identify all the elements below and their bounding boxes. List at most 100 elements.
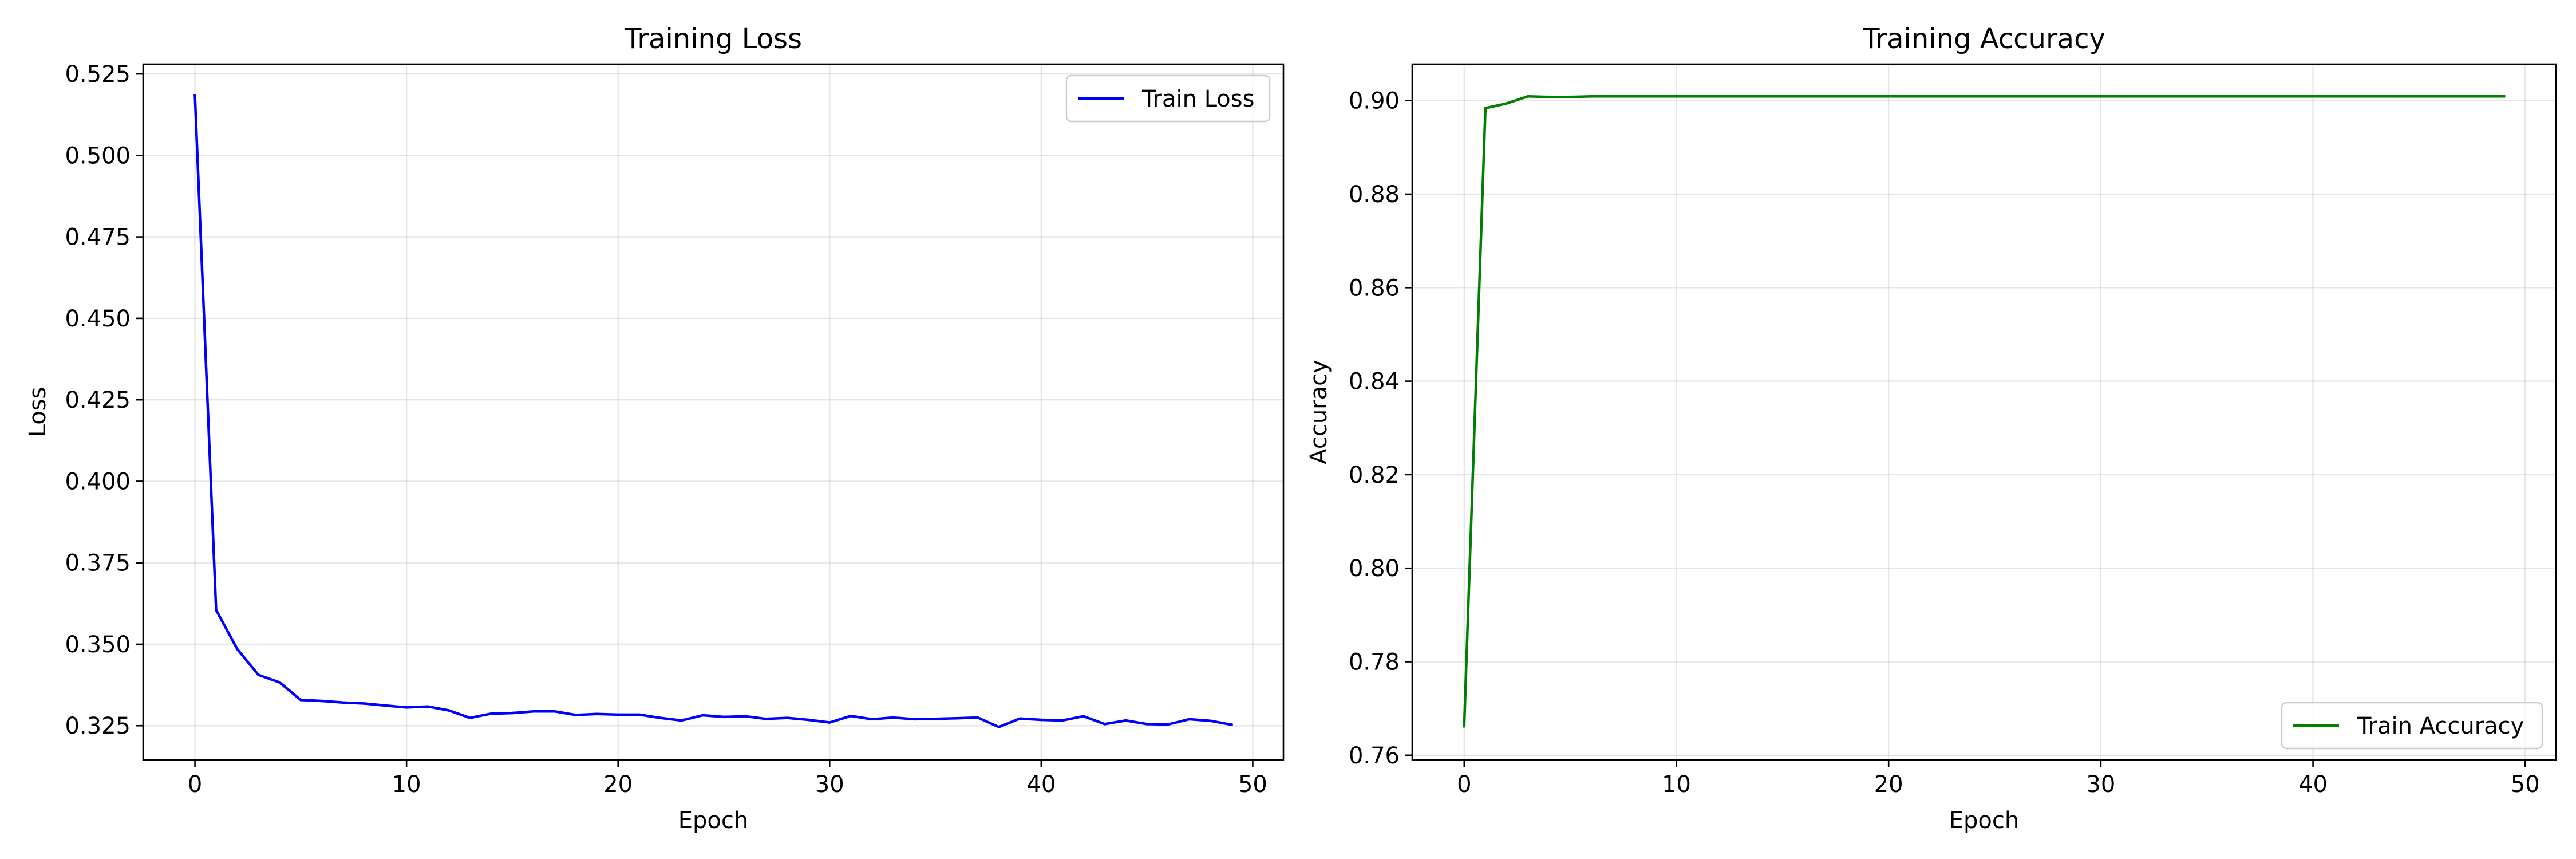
accuracy-legend-box bbox=[2281, 702, 2543, 750]
accuracy-data-point bbox=[2163, 95, 2166, 98]
accuracy-data-point bbox=[1866, 95, 1869, 98]
accuracy-data-point bbox=[2057, 95, 2060, 98]
loss-legend: Train Loss bbox=[1065, 74, 1271, 123]
loss-data-point bbox=[680, 719, 683, 722]
loss-legend-box bbox=[1065, 74, 1271, 123]
accuracy-data-point bbox=[1760, 95, 1763, 98]
loss-y-tick-label: 0.500 bbox=[65, 143, 131, 169]
accuracy-y-axis-label: Accuracy bbox=[1306, 360, 1332, 464]
accuracy-data-point bbox=[2120, 95, 2124, 98]
accuracy-data-point bbox=[1993, 95, 1996, 98]
loss-data-point bbox=[976, 716, 979, 719]
loss-data-point bbox=[1124, 719, 1127, 722]
loss-data-point bbox=[786, 716, 789, 719]
loss-x-tick-label: 50 bbox=[1238, 771, 1267, 798]
accuracy-y-tick-label: 0.86 bbox=[1349, 275, 1400, 301]
accuracy-data-point bbox=[1951, 95, 1954, 98]
accuracy-data-point bbox=[2502, 95, 2506, 98]
accuracy-data-point bbox=[2333, 95, 2336, 98]
loss-data-point bbox=[1018, 717, 1022, 720]
accuracy-data-point bbox=[1654, 95, 1657, 98]
loss-legend-label: Train Loss bbox=[1141, 86, 1254, 112]
loss-data-point bbox=[1188, 718, 1191, 721]
loss-data-point bbox=[278, 681, 281, 684]
loss-y-tick-label: 0.325 bbox=[65, 713, 131, 739]
accuracy-chart-title: Training Accuracy bbox=[1862, 23, 2105, 55]
loss-data-point bbox=[849, 714, 852, 718]
loss-data-point bbox=[447, 709, 451, 712]
loss-data-point bbox=[1082, 715, 1085, 718]
accuracy-data-point bbox=[1972, 95, 1975, 98]
accuracy-data-point bbox=[1909, 95, 1911, 98]
loss-data-point bbox=[468, 716, 472, 719]
loss-data-point bbox=[659, 716, 662, 719]
loss-y-tick-label: 0.350 bbox=[65, 632, 131, 658]
accuracy-x-tick-label: 30 bbox=[2086, 771, 2115, 798]
loss-data-point bbox=[722, 715, 725, 719]
accuracy-data-point bbox=[2439, 95, 2442, 98]
loss-series-line bbox=[193, 94, 1234, 728]
loss-data-point bbox=[532, 710, 535, 713]
loss-data-point bbox=[341, 701, 345, 704]
accuracy-x-tick-label: 40 bbox=[2298, 771, 2328, 798]
accuracy-y-tick-label: 0.78 bbox=[1349, 649, 1400, 676]
accuracy-y-tick-label: 0.84 bbox=[1349, 369, 1400, 395]
accuracy-data-point bbox=[2248, 95, 2251, 98]
loss-data-point bbox=[1103, 723, 1106, 726]
accuracy-y-tick-label: 0.76 bbox=[1349, 743, 1400, 769]
accuracy-data-point bbox=[1717, 95, 1720, 98]
accuracy-legend: Train Accuracy bbox=[2281, 702, 2543, 750]
loss-data-point bbox=[744, 715, 746, 718]
accuracy-data-point bbox=[1696, 95, 1699, 98]
loss-data-point bbox=[955, 716, 958, 720]
accuracy-data-point bbox=[1887, 95, 1890, 98]
loss-axes-frame bbox=[142, 63, 1285, 761]
loss-data-point bbox=[701, 714, 704, 717]
loss-data-point bbox=[215, 608, 218, 612]
accuracy-data-point bbox=[1484, 107, 1487, 110]
accuracy-data-point bbox=[1547, 95, 1551, 98]
loss-y-tick-label: 0.425 bbox=[65, 387, 131, 413]
loss-data-point bbox=[384, 704, 387, 707]
accuracy-data-point bbox=[2036, 95, 2038, 98]
loss-data-point bbox=[1167, 723, 1170, 726]
accuracy-y-tick-label: 0.90 bbox=[1349, 88, 1400, 115]
loss-x-tick-label: 10 bbox=[392, 771, 421, 798]
loss-data-point bbox=[1040, 718, 1043, 722]
loss-data-point bbox=[405, 706, 408, 709]
accuracy-data-point bbox=[1463, 724, 1466, 728]
accuracy-data-point bbox=[1568, 95, 1572, 98]
accuracy-x-axis-label: Epoch bbox=[1949, 807, 2019, 834]
loss-data-point bbox=[489, 712, 493, 715]
loss-y-tick-label: 0.375 bbox=[65, 550, 131, 577]
accuracy-legend-label: Train Accuracy bbox=[2357, 713, 2524, 739]
loss-data-point bbox=[891, 716, 895, 719]
accuracy-series-line bbox=[1463, 95, 2506, 728]
accuracy-data-point bbox=[1739, 95, 1741, 98]
loss-data-point bbox=[1209, 719, 1212, 722]
training-loss-panel: 0 10 20 30 40 50 0.325 0.350 0.375 0.400 0.425 0.45… bbox=[25, 23, 1285, 834]
accuracy-data-point bbox=[1590, 95, 1593, 98]
training-accuracy-panel: 0 10 20 30 40 50 0.76 0.78 0.80 0.82 0.84 0.86 0.88 0… bbox=[1306, 23, 2557, 834]
accuracy-data-point bbox=[2205, 95, 2208, 98]
loss-x-tick-label: 0 bbox=[188, 771, 202, 798]
loss-data-point bbox=[595, 712, 598, 716]
loss-data-point bbox=[1061, 719, 1064, 722]
accuracy-data-point bbox=[2078, 95, 2081, 98]
accuracy-data-point bbox=[1802, 95, 1805, 98]
accuracy-data-point bbox=[1844, 95, 1848, 98]
loss-data-point bbox=[193, 94, 196, 97]
accuracy-data-point bbox=[2396, 95, 2400, 98]
accuracy-data-point bbox=[2417, 95, 2421, 98]
loss-data-point bbox=[828, 721, 831, 724]
loss-data-point bbox=[912, 718, 916, 721]
accuracy-data-point bbox=[2312, 95, 2314, 98]
loss-data-point bbox=[362, 702, 366, 705]
loss-x-axis-label: Epoch bbox=[678, 807, 748, 834]
loss-y-tick-label: 0.400 bbox=[65, 468, 131, 495]
accuracy-data-point bbox=[1526, 95, 1530, 98]
accuracy-data-point bbox=[1781, 95, 1784, 98]
accuracy-data-point bbox=[1611, 95, 1614, 98]
loss-data-point bbox=[1145, 723, 1148, 726]
